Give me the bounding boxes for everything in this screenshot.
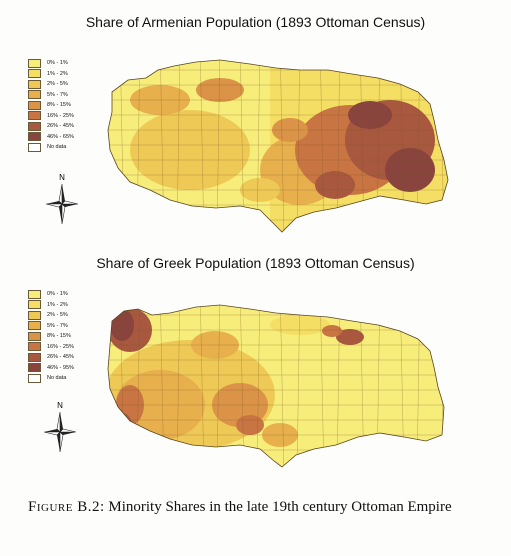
greek-choropleth-map — [107, 304, 445, 468]
greek-map-title: Share of Greek Population (1893 Ottoman … — [96, 255, 415, 271]
compass-rose-icon: N — [45, 173, 79, 224]
legend-item: 1% - 2% — [28, 69, 74, 80]
greek-map-panel: Share of Greek Population (1893 Ottoman … — [0, 245, 511, 475]
legend-swatch — [28, 121, 41, 131]
legend-swatch — [28, 79, 41, 89]
legend-item: 46% - 95% — [28, 363, 74, 374]
legend-swatch — [28, 111, 41, 121]
legend-swatch — [28, 342, 41, 352]
armenian-legend: 0% - 1% 1% - 2% 2% - 5% 5% - 7% 8% - 15%… — [28, 58, 74, 153]
legend-swatch — [28, 373, 41, 383]
legend-item: No data — [28, 142, 74, 153]
armenian-choropleth-map — [107, 59, 449, 233]
legend-swatch — [28, 58, 41, 68]
greek-legend: 0% - 1% 1% - 2% 2% - 5% 5% - 7% 8% - 15%… — [28, 289, 74, 384]
legend-swatch — [28, 363, 41, 373]
legend-swatch — [28, 310, 41, 320]
legend-swatch — [28, 142, 41, 152]
figure-label: Figure B.2: — [28, 499, 105, 515]
legend-swatch — [28, 132, 41, 142]
legend-item: 16% - 25% — [28, 111, 74, 122]
armenian-map-title: Share of Armenian Population (1893 Ottom… — [85, 14, 426, 30]
legend-item: 5% - 7% — [28, 90, 74, 101]
legend-item: 0% - 1% — [28, 58, 74, 69]
legend-swatch — [28, 321, 41, 331]
figure-caption: Figure B.2: Minority Shares in the late … — [28, 496, 498, 518]
compass-north-label: N — [57, 401, 63, 410]
legend-swatch — [28, 352, 41, 362]
compass-north-label: N — [59, 173, 65, 182]
legend-swatch — [28, 289, 41, 299]
legend-item: 0% - 1% — [28, 289, 74, 300]
compass-rose-icon: N — [43, 401, 77, 452]
armenian-map-panel: Share of Armenian Population (1893 Ottom… — [0, 0, 511, 240]
legend-item: 8% - 15% — [28, 331, 74, 342]
figure-caption-text: Minority Shares in the late 19th century… — [108, 499, 452, 515]
legend-swatch — [28, 331, 41, 341]
legend-item: 5% - 7% — [28, 321, 74, 332]
legend-item: 8% - 15% — [28, 100, 74, 111]
legend-item: 1% - 2% — [28, 300, 74, 311]
legend-item: 2% - 5% — [28, 310, 74, 321]
legend-item: 16% - 25% — [28, 342, 74, 353]
legend-swatch — [28, 90, 41, 100]
legend-item: 2% - 5% — [28, 79, 74, 90]
legend-swatch — [28, 69, 41, 79]
legend-item: No data — [28, 373, 74, 384]
legend-swatch — [28, 100, 41, 110]
legend-item: 26% - 45% — [28, 352, 74, 363]
legend-swatch — [28, 300, 41, 310]
legend-item: 46% - 65% — [28, 132, 74, 143]
legend-item: 26% - 45% — [28, 121, 74, 132]
